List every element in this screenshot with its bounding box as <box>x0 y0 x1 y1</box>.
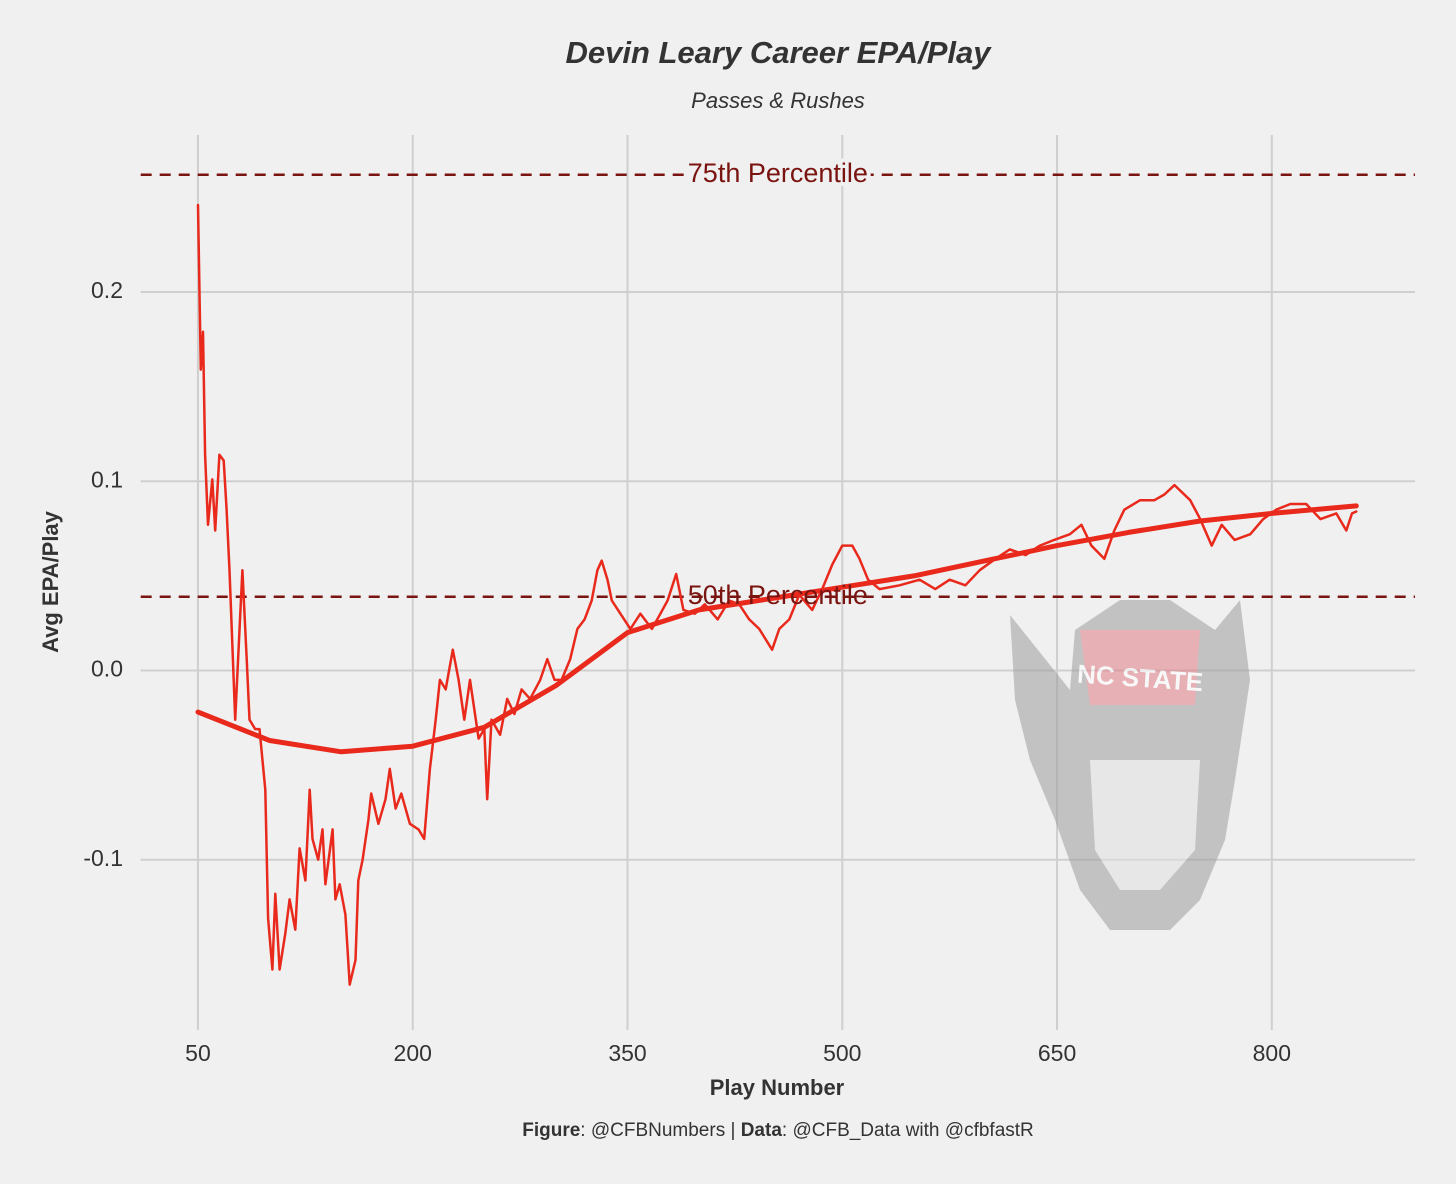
y-axis-label: Avg EPA/Play <box>38 510 63 653</box>
x-tick-label: 350 <box>608 1040 646 1066</box>
chart-title: Devin Leary Career EPA/Play <box>565 35 992 70</box>
x-tick-label: 200 <box>394 1040 432 1066</box>
logo-face <box>1090 760 1200 890</box>
x-axis-label: Play Number <box>710 1075 845 1100</box>
reference-label: 50th Percentile <box>688 580 868 610</box>
x-tick-label: 50 <box>185 1040 211 1066</box>
x-tick-label: 800 <box>1253 1040 1291 1066</box>
chart-subtitle: Passes & Rushes <box>691 88 865 113</box>
y-tick-label: 0.1 <box>91 466 123 492</box>
data-line <box>195 503 1359 755</box>
y-tick-label: 0.0 <box>91 656 123 682</box>
caption-part: : @CFB_Data with @cfbfastR <box>782 1120 1034 1141</box>
x-tick-label: 500 <box>823 1040 861 1066</box>
caption-part: : @CFBNumbers | <box>580 1120 740 1141</box>
caption-part: Data <box>741 1120 783 1141</box>
y-tick-label: 0.2 <box>91 277 123 303</box>
logo-hat <box>1080 630 1200 705</box>
caption: Figure: @CFBNumbers | Data: @CFB_Data wi… <box>522 1120 1034 1141</box>
reference-label: 75th Percentile <box>688 158 868 188</box>
y-tick-label: -0.1 <box>83 845 123 871</box>
logo: NC STATE <box>1010 600 1250 930</box>
caption-part: Figure <box>522 1120 580 1141</box>
x-tick-label: 650 <box>1038 1040 1076 1066</box>
lines <box>195 203 1359 986</box>
